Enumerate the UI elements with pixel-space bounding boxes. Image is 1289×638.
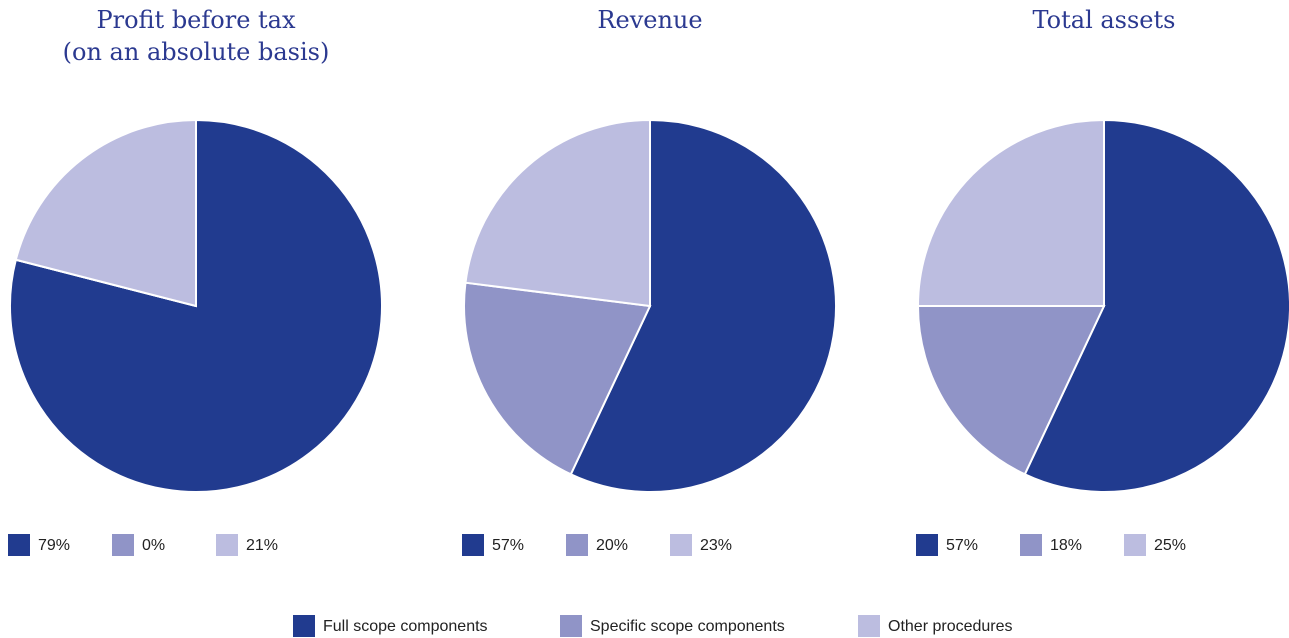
value-label: 23%: [700, 537, 732, 554]
legend-swatch: [1124, 534, 1146, 556]
pie-slice: [569, 118, 837, 493]
value-label: 0%: [142, 537, 165, 554]
chart-title: (on an absolute basis): [63, 38, 330, 66]
value-label: 79%: [38, 537, 70, 554]
value-label: 57%: [492, 537, 524, 554]
pie-slice: [14, 118, 197, 308]
legend-swatch: [560, 615, 582, 637]
legend-swatch: [670, 534, 692, 556]
legend-swatch: [858, 615, 880, 637]
pie-slice: [916, 305, 1106, 476]
legend-swatch: [112, 534, 134, 556]
value-label: 20%: [596, 537, 628, 554]
chart-title: Profit before tax: [96, 6, 296, 34]
legend-swatch: [293, 615, 315, 637]
value-label: 25%: [1154, 537, 1186, 554]
pie-slice: [1023, 118, 1289, 493]
legend-label: Full scope components: [323, 618, 488, 635]
legend-swatch: [916, 534, 938, 556]
legend-swatch: [8, 534, 30, 556]
chart-title: Revenue: [597, 6, 702, 34]
legend-label: Other procedures: [888, 618, 1013, 635]
legend-label: Specific scope components: [590, 618, 785, 635]
value-label: 18%: [1050, 537, 1082, 554]
legend-swatch: [566, 534, 588, 556]
pie-slice: [464, 118, 651, 308]
legend-swatch: [462, 534, 484, 556]
pie-slice: [916, 118, 1105, 307]
value-label: 57%: [946, 537, 978, 554]
value-label: 21%: [246, 537, 278, 554]
legend-swatch: [1020, 534, 1042, 556]
pie-slice: [463, 281, 652, 476]
legend-swatch: [216, 534, 238, 556]
chart-title: Total assets: [1033, 6, 1176, 34]
